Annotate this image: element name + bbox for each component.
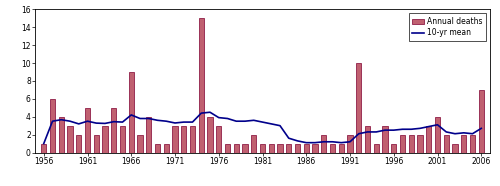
Bar [295, 144, 300, 153]
Bar [348, 135, 352, 153]
Bar [138, 135, 142, 153]
Bar [452, 144, 458, 153]
Legend: Annual deaths, 10-yr mean: Annual deaths, 10-yr mean [408, 13, 486, 41]
Bar [102, 126, 108, 153]
Bar [365, 126, 370, 153]
Bar [382, 126, 388, 153]
Bar [85, 108, 90, 153]
Bar [164, 144, 169, 153]
Bar [356, 63, 362, 153]
Bar [216, 126, 222, 153]
Bar [68, 126, 72, 153]
Bar [278, 144, 282, 153]
Bar [181, 126, 186, 153]
Bar [251, 135, 256, 153]
Bar [50, 99, 55, 153]
Bar [444, 135, 449, 153]
Bar [208, 117, 212, 153]
Bar [242, 144, 248, 153]
Bar [391, 144, 396, 153]
Bar [146, 117, 152, 153]
Bar [461, 135, 466, 153]
Bar [338, 144, 344, 153]
Bar [312, 144, 318, 153]
Bar [478, 90, 484, 153]
Bar [190, 126, 195, 153]
Bar [260, 144, 265, 153]
Bar [435, 117, 440, 153]
Bar [268, 144, 274, 153]
Bar [111, 108, 116, 153]
Bar [330, 144, 335, 153]
Bar [374, 144, 379, 153]
Bar [94, 135, 99, 153]
Bar [408, 135, 414, 153]
Bar [418, 135, 422, 153]
Bar [76, 135, 82, 153]
Bar [198, 18, 204, 153]
Bar [172, 126, 178, 153]
Bar [400, 135, 405, 153]
Bar [470, 135, 475, 153]
Bar [286, 144, 292, 153]
Bar [128, 72, 134, 153]
Bar [58, 117, 64, 153]
Bar [41, 144, 46, 153]
Bar [321, 135, 326, 153]
Bar [234, 144, 239, 153]
Bar [225, 144, 230, 153]
Bar [426, 126, 432, 153]
Bar [155, 144, 160, 153]
Bar [304, 144, 309, 153]
Bar [120, 126, 125, 153]
